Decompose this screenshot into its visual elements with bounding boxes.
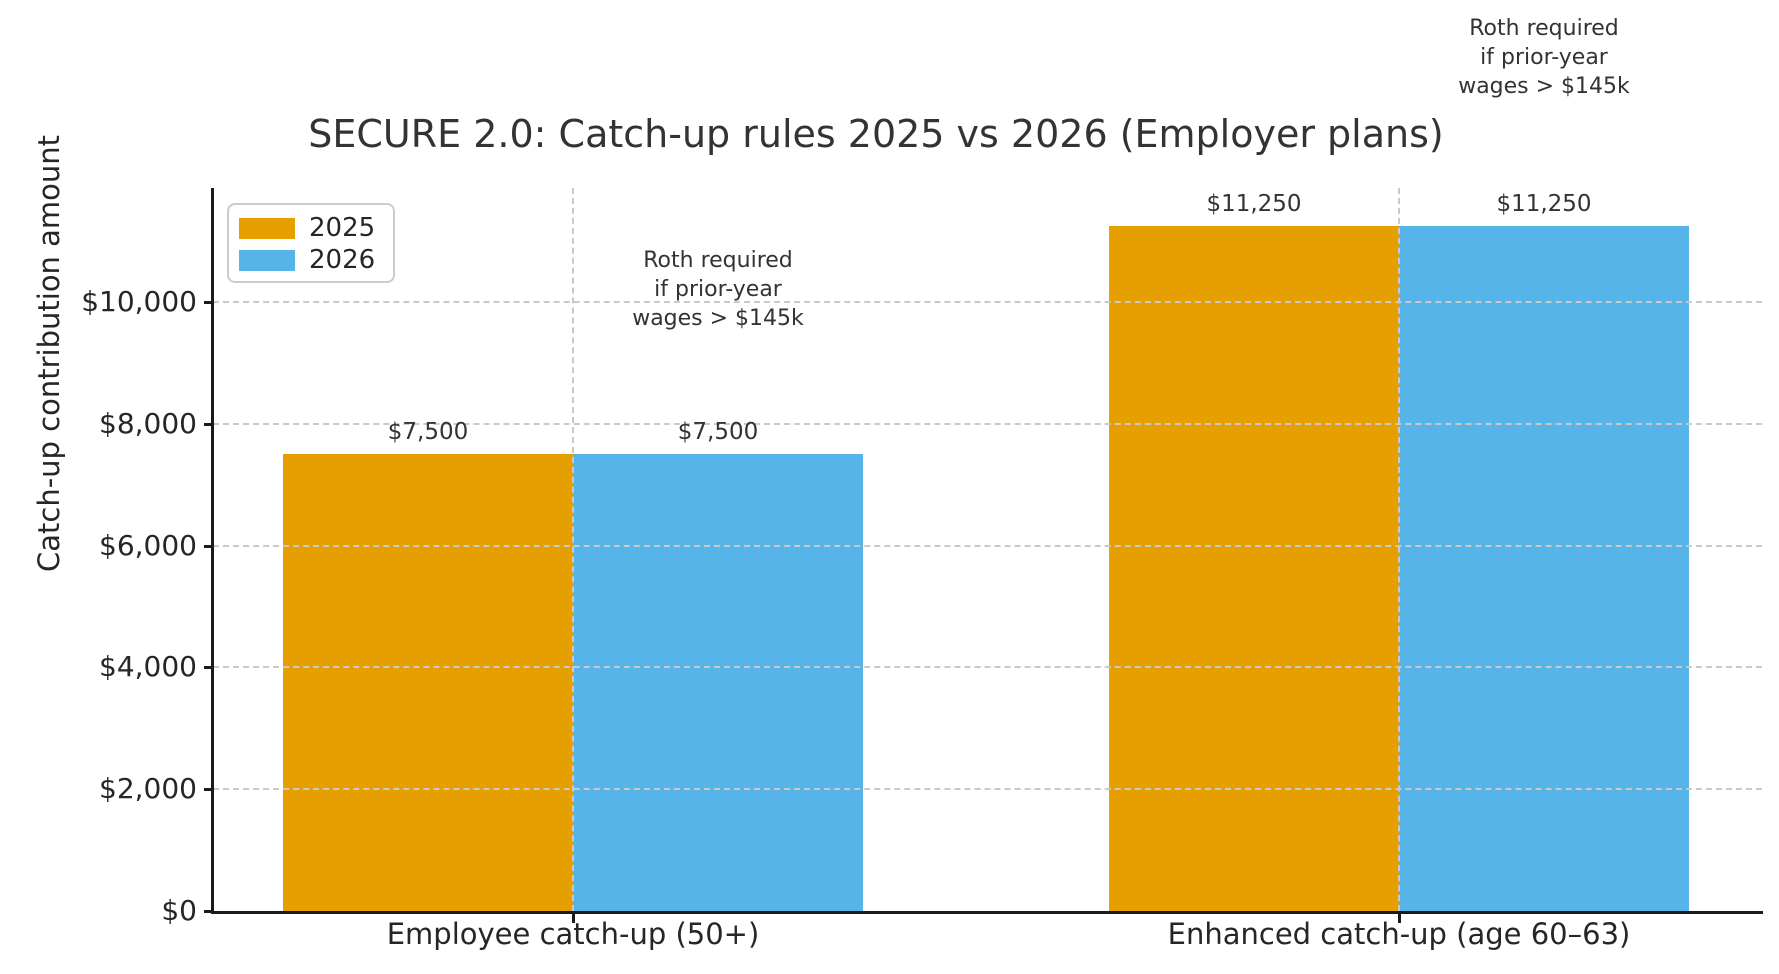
bar-value-label-2026-category-0: $7,500 [677,419,759,446]
legend: 2025 2026 [227,203,395,283]
y-tick-mark-10000 [204,301,213,304]
y-tick-label-2000: $2,000 [99,772,197,806]
gridline-x-category-1 [1398,188,1400,911]
legend-entry-2025: 2025 [239,213,381,243]
bar-2025-category-1 [1109,225,1399,911]
x-tick-mark-category-0 [572,914,575,923]
y-tick-mark-8000 [204,422,213,426]
annotation-roth-required-0: Roth required if prior-year wages > $145… [632,248,804,331]
gridline-y-4000 [213,666,1762,669]
legend-swatch-2025 [239,217,295,239]
x-axis-spine [211,911,1763,914]
bar-value-label-2025-category-1: $11,250 [1206,190,1302,217]
y-tick-mark-6000 [204,544,213,548]
chart-title: SECURE 2.0: Catch-up rules 2025 vs 2026 … [308,112,1444,156]
legend-entry-2026: 2026 [239,245,381,275]
y-tick-label-8000: $8,000 [99,406,197,440]
bar-2026-category-1 [1399,225,1689,911]
y-tick-label-10000: $10,000 [81,285,197,318]
y-axis-spine [211,188,214,914]
gridline-y-6000 [213,544,1762,547]
bar-2025-category-0 [283,454,573,911]
x-tick-mark-category-1 [1398,914,1401,923]
y-tick-label-4000: $4,000 [99,650,197,684]
bar-value-label-2026-category-1: $11,250 [1496,190,1592,217]
gridline-y-2000 [213,788,1762,791]
gridline-x-category-0 [572,188,574,911]
legend-swatch-2026 [239,249,295,271]
y-tick-label-0: $0 [161,894,197,927]
y-tick-label-6000: $6,000 [99,528,197,562]
bar-2026-category-0 [573,454,863,911]
y-tick-mark-4000 [204,666,213,670]
legend-label-2025: 2025 [309,213,376,243]
gridline-y-10000 [213,301,1762,303]
bar-value-label-2025-category-0: $7,500 [387,419,469,446]
y-tick-mark-0 [204,910,213,913]
gridline-y-8000 [213,422,1762,425]
annotation-roth-required-1: Roth required if prior-year wages > $145… [1458,16,1630,99]
legend-label-2026: 2026 [309,245,376,275]
y-tick-mark-2000 [204,788,213,792]
